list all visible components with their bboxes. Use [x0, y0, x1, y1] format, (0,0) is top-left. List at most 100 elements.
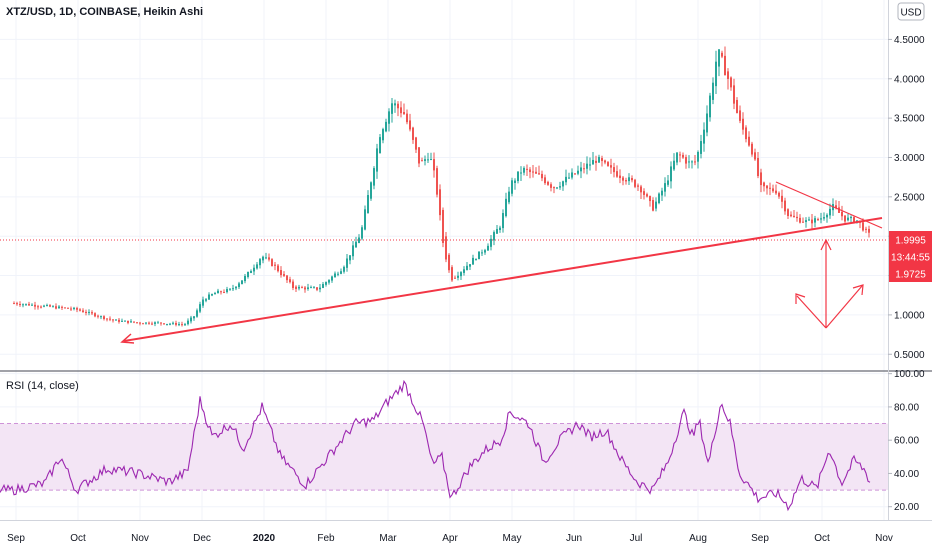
candle-body: [121, 320, 123, 322]
candle: [526, 164, 528, 177]
candle-body: [301, 287, 303, 289]
candle-body: [463, 269, 465, 273]
candle: [124, 320, 126, 322]
candle: [97, 314, 99, 319]
candle-body: [340, 271, 342, 274]
candle-body: [427, 159, 429, 161]
candle-body: [811, 219, 813, 224]
time-axis[interactable]: Sep Oct Nov Dec 2020 Feb Mar Apr May Jun Jul Aug Sep…: [7, 533, 893, 544]
candle: [814, 215, 816, 228]
candle: [37, 304, 39, 310]
candle: [769, 182, 771, 196]
candle: [172, 321, 174, 325]
arrow-right-line[interactable]: [825, 285, 863, 329]
candle-body: [751, 143, 753, 155]
time-tick-label: Apr: [442, 533, 458, 544]
candle: [736, 97, 738, 114]
candle: [391, 98, 393, 123]
candle: [460, 271, 462, 281]
candle: [403, 103, 405, 116]
candle: [499, 225, 501, 233]
candle: [550, 182, 552, 192]
price-tick-label: 4.5000: [894, 35, 925, 46]
candle: [379, 133, 381, 154]
candle-body: [514, 180, 516, 183]
rsi-axis[interactable]: 20.00 40.00 60.00 80.00 100.00: [888, 369, 925, 513]
candle: [475, 258, 477, 261]
candle-body: [622, 177, 624, 181]
candle-body: [136, 322, 138, 324]
candle-body: [139, 322, 141, 324]
currency-button-label[interactable]: USD: [900, 8, 921, 19]
candle: [592, 151, 594, 165]
candle: [223, 289, 225, 294]
candle-body: [334, 273, 336, 278]
candle: [625, 177, 627, 185]
candle: [73, 306, 75, 311]
candle: [16, 301, 18, 306]
candle-body: [400, 107, 402, 114]
candle: [268, 253, 270, 262]
candle-body: [580, 167, 582, 172]
rsi-band: [0, 423, 888, 491]
rsi-tick-label: 80.00: [894, 402, 919, 413]
candle: [457, 271, 459, 281]
candle: [517, 171, 519, 184]
candle-body: [112, 319, 114, 321]
candle-body: [88, 311, 90, 313]
support-start-arrow-icon: [120, 333, 135, 344]
candle: [538, 165, 540, 176]
candle-body: [217, 290, 219, 294]
candle: [796, 211, 798, 222]
candle: [679, 151, 681, 163]
candle-body: [220, 291, 222, 293]
candle-body: [676, 152, 678, 163]
candle: [565, 169, 567, 186]
candle: [847, 213, 849, 222]
candle-body: [496, 229, 498, 234]
candle-body: [445, 236, 447, 260]
support-trendline[interactable]: [123, 217, 883, 342]
candle-body: [55, 306, 57, 309]
candle-body: [505, 198, 507, 217]
candle: [94, 312, 96, 318]
candle-body: [760, 172, 762, 186]
candle-body: [115, 319, 117, 321]
candle-body: [202, 299, 204, 306]
candle-body: [544, 177, 546, 184]
arrow-left-line[interactable]: [796, 295, 827, 329]
candle: [367, 190, 369, 214]
candle-body: [76, 308, 78, 310]
price-axis[interactable]: 0.50001.00001.50002.00002.50003.00003.50…: [888, 35, 925, 361]
candle-body: [337, 273, 339, 275]
candle: [436, 165, 438, 198]
currency-button[interactable]: [897, 2, 925, 21]
candle: [508, 186, 510, 205]
candle-body: [118, 319, 120, 322]
candle-body: [271, 259, 273, 266]
candle: [127, 320, 129, 325]
candle-body: [739, 110, 741, 121]
candle-body: [586, 163, 588, 169]
candle-body: [625, 180, 627, 182]
candle: [382, 127, 384, 144]
candle: [670, 161, 672, 189]
candle: [754, 148, 756, 161]
candle-body: [793, 215, 795, 218]
candle-body: [799, 217, 801, 223]
candle-body: [292, 281, 294, 288]
candle-body: [409, 120, 411, 130]
candle: [241, 280, 243, 285]
candle: [445, 231, 447, 263]
candle: [130, 319, 132, 323]
drawing-annotations[interactable]: [120, 181, 883, 344]
candle-body: [310, 287, 312, 289]
wedge-upper-line[interactable]: [775, 181, 883, 229]
candle-body: [214, 293, 216, 295]
candle: [643, 188, 645, 200]
candle-body: [763, 182, 765, 187]
time-tick-label: Feb: [317, 533, 335, 544]
candle: [280, 266, 282, 278]
candle: [826, 213, 828, 223]
